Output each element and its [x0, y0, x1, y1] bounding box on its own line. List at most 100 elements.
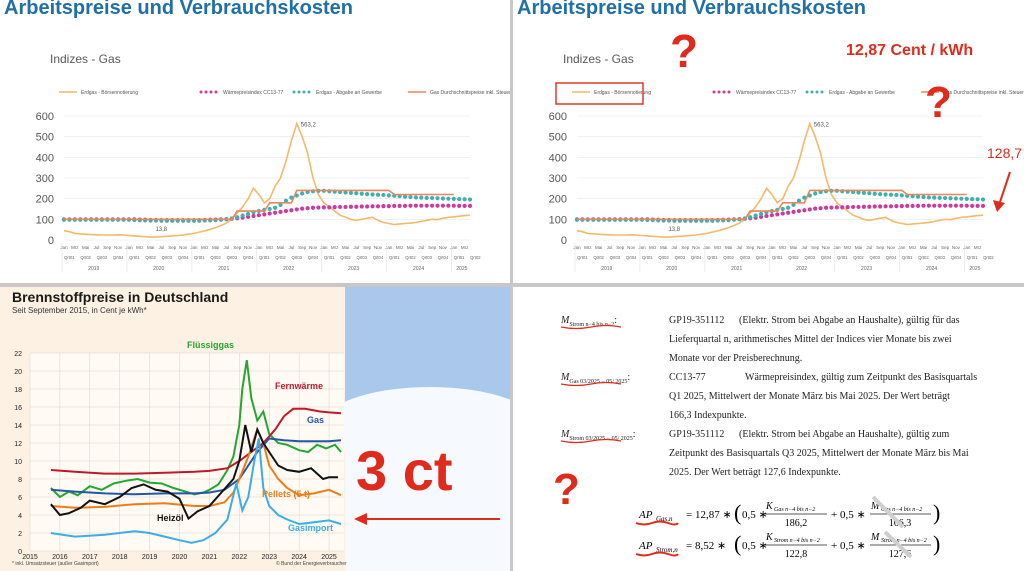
quarter-label: Qrt01 [577, 255, 588, 260]
x-tick-label: Sep [746, 245, 755, 250]
quarter-label: Qrt02 [470, 255, 481, 260]
data-point [283, 208, 289, 214]
y-tick-label: 22 [14, 351, 22, 358]
definition-line: MStrom 03/2025 − 05/ 2025: [561, 429, 636, 442]
quarter-label: Qrt03 [162, 255, 173, 260]
quarter-label: Qrt02 [918, 255, 929, 260]
year-label: 2019 [601, 266, 612, 272]
data-point [872, 191, 877, 196]
legend-swatch [209, 90, 213, 94]
y-tick-label: 600 [36, 111, 54, 123]
data-point [359, 204, 364, 209]
data-point [451, 203, 456, 208]
data-point [413, 203, 418, 208]
data-point [840, 205, 845, 210]
year-label: 2021 [731, 266, 742, 272]
data-point [775, 212, 780, 217]
quarter-label: Qrt01 [194, 255, 205, 260]
definition-text: (Elektr. Strom bei Abgabe an Haushalte),… [739, 315, 960, 326]
x-tick-label: Jan [450, 245, 458, 250]
formula-constant: = 8,52 ∗ [686, 540, 726, 552]
formula-lhs: AP [638, 540, 653, 552]
big-annotation: 3 ct [356, 439, 453, 502]
data-point [440, 196, 446, 201]
x-tick-label: Mai [920, 245, 927, 250]
legend-swatch [199, 90, 203, 94]
data-point [321, 205, 326, 210]
data-point [240, 213, 245, 218]
y-tick-label: 2 [18, 531, 22, 538]
formula-lhs-sub: Gas,n [656, 515, 673, 523]
data-point [872, 204, 877, 209]
quarter-label: Qrt01 [967, 255, 978, 260]
data-point [289, 208, 294, 213]
series-label: Heizöl [157, 513, 184, 523]
quarter-label: Qrt03 [292, 255, 303, 260]
x-tick-label: Jan [60, 245, 68, 250]
formula-lhs-sub: Strom,n [656, 546, 678, 554]
chart-title: Indizes - Gas [50, 52, 121, 66]
data-point [408, 203, 413, 208]
quarter-label: Qrt02 [788, 255, 799, 260]
data-point [823, 205, 829, 210]
x-tick-label: Jan [703, 245, 711, 250]
x-tick-label: Sep [363, 245, 372, 250]
data-point [786, 205, 791, 210]
quarter-label: Qrt04 [178, 255, 189, 260]
data-point [948, 203, 953, 208]
quarter-label: Qrt01 [642, 255, 653, 260]
year-label: 2020 [666, 266, 677, 272]
y-tick-label: 200 [549, 194, 567, 206]
symbol: M [561, 372, 570, 383]
y-tick-label: 10 [14, 459, 22, 466]
year-label: 2025 [456, 266, 467, 272]
data-point [980, 197, 986, 202]
legend-swatch [815, 90, 819, 94]
quarter-label: Qrt01 [389, 255, 400, 260]
series-line [50, 426, 342, 509]
data-point [327, 205, 332, 210]
x-tick-label: Mai [660, 245, 667, 250]
quarter-label: Qrt03 [675, 255, 686, 260]
series-line [50, 424, 338, 521]
data-point [408, 194, 413, 200]
arrow-head [354, 513, 367, 525]
data-point [348, 190, 354, 195]
data-point [758, 214, 764, 219]
data-point [462, 203, 467, 208]
x-tick-label: Nov [374, 245, 383, 250]
x-tick-label: Sep [811, 245, 820, 250]
data-point [430, 203, 435, 208]
data-point [316, 205, 321, 210]
data-point [348, 204, 354, 209]
legend-swatch [722, 90, 726, 94]
x-tick-label: Jan [833, 245, 841, 250]
series-label: Gas [307, 415, 324, 425]
y-tick-label: 500 [36, 132, 54, 144]
year-label: 2022 [796, 266, 807, 272]
x-tick-label: Jan [320, 245, 328, 250]
underline-scribble [635, 520, 679, 526]
data-point [332, 205, 337, 210]
x-tick-label: Mrz [71, 245, 79, 250]
x-tick-label: Mrz [909, 245, 917, 250]
x-tick-label: 2017 [82, 554, 98, 561]
y-tick-label: 0 [18, 549, 22, 556]
x-tick-label: Jan [573, 245, 581, 250]
data-point [818, 206, 823, 211]
data-point [365, 204, 370, 209]
legend-label: Erdgas - Abgabe an Gewerbe [829, 90, 895, 96]
definition-line: MStrom n−4 bis n−2: [561, 315, 618, 328]
x-tick-label: Jul [159, 245, 165, 250]
x-tick-label: 2018 [112, 554, 128, 561]
quarter-label: Qrt03 [934, 255, 945, 260]
x-tick-label: Mrz [461, 245, 469, 250]
fraction-numerator: K [765, 501, 774, 512]
data-point [424, 195, 429, 200]
data-point [300, 191, 305, 196]
symbol-subscript: Gas 03/2025 − 05/ 2025 [569, 379, 628, 385]
value-annotation: 128,7 [987, 145, 1023, 161]
x-tick-label: Sep [233, 245, 242, 250]
x-tick-label: Mai [407, 245, 414, 250]
